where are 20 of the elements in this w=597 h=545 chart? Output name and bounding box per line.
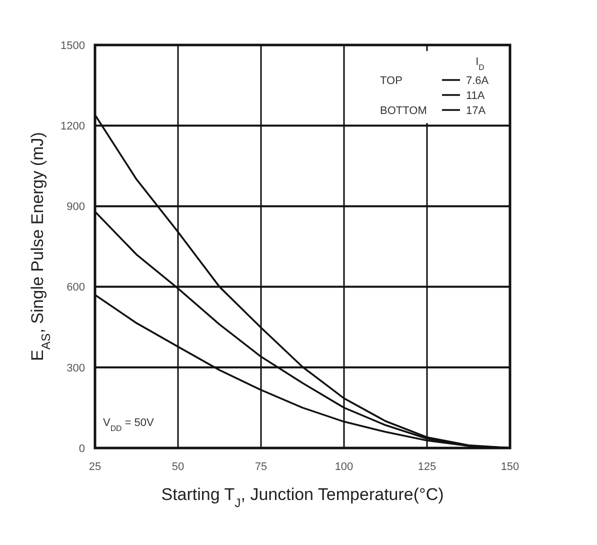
y-tick-label: 900: [66, 201, 85, 214]
x-tick-label: 125: [418, 461, 436, 473]
legend-label: 7.6A: [466, 75, 490, 87]
annotation: BOTTOM: [380, 105, 427, 117]
x-tick-label: 100: [334, 461, 354, 473]
annotation: TOP: [380, 75, 402, 87]
x-tick-label: 25: [88, 461, 102, 473]
annotation: V$_{DD}$ = 50V: [103, 417, 155, 432]
legend-title: I$_{D}$: [476, 56, 485, 72]
y-tick-label: 1200: [60, 120, 85, 132]
legend-label: 17A: [466, 105, 486, 117]
y-tick-label: 0: [78, 442, 85, 455]
x-tick-label: 50: [172, 461, 184, 473]
y-tick-label: 1500: [60, 40, 85, 52]
y-tick-label: 300: [66, 362, 85, 374]
x-axis-title: Starting T$_{J}$, Junction Temperature(°C): [161, 485, 444, 510]
y-tick-label: 600: [66, 282, 85, 294]
x-tick-label: 150: [500, 461, 520, 473]
x-tick-label: 75: [254, 461, 268, 473]
legend-label: 11A: [466, 90, 486, 102]
